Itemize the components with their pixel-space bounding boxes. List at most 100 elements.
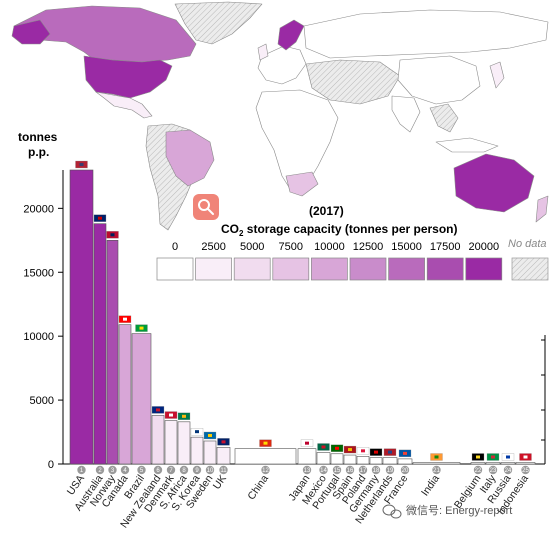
norway-region — [277, 19, 305, 51]
br-flag-icon — [135, 324, 148, 332]
bar-india — [412, 462, 461, 465]
legend-value-label: 20000 — [469, 241, 500, 253]
rank-number: 11 — [220, 468, 227, 474]
search-icon[interactable] — [193, 194, 219, 220]
indonesia-region — [435, 137, 499, 153]
pt-flag-icon — [330, 444, 344, 452]
rank-badge: 24 — [503, 465, 513, 475]
ru-flag-icon — [501, 453, 515, 461]
greenland-region — [174, 1, 263, 45]
rank-badge: 15 — [332, 465, 342, 475]
brazil-region — [165, 129, 215, 187]
rank-number: 7 — [169, 468, 173, 474]
legend-title: CO2 storage capacity (tonnes per person) — [221, 222, 458, 238]
se-asia-region — [429, 103, 459, 133]
bar-japan — [297, 448, 317, 465]
bar-s-africa — [177, 421, 191, 465]
rank-badge: 8 — [179, 465, 189, 475]
rank-badge: 6 — [153, 465, 163, 475]
legend-year: (2017) — [309, 204, 344, 218]
fr-flag-icon — [398, 449, 412, 458]
rank-badge: 25 — [521, 465, 530, 475]
bar-portugal — [330, 453, 344, 465]
no-data-label: No data — [508, 238, 547, 250]
rank-number: 5 — [140, 468, 144, 474]
rank-badge: 14 — [319, 465, 328, 475]
legend-value-label: 15000 — [391, 241, 422, 253]
bar-australia — [93, 223, 107, 465]
es-flag-icon — [343, 445, 357, 454]
rank-badge: 23 — [488, 465, 498, 475]
x-category-label: UK — [211, 473, 229, 492]
legend-swatch — [465, 257, 503, 281]
russia-region — [303, 9, 549, 59]
in-flag-icon — [430, 453, 443, 461]
ca-flag-icon — [118, 315, 132, 323]
x-category-label: China — [245, 473, 271, 502]
bar-new-zealand — [151, 415, 165, 465]
rank-badge: 20 — [400, 465, 410, 475]
rank-badge: 22 — [473, 465, 483, 475]
no-data-swatch — [511, 257, 549, 281]
y-tick-label: 5000 — [30, 395, 54, 407]
south-africa-region — [285, 171, 319, 197]
bar-netherlands — [382, 457, 398, 465]
rank-number: 13 — [304, 468, 311, 474]
legend-swatch — [311, 257, 348, 281]
world-map — [11, 1, 549, 231]
legend-value-label: 2500 — [201, 241, 225, 253]
rank-badge: 17 — [358, 465, 368, 475]
bar-italy — [485, 462, 501, 465]
rank-number: 19 — [387, 468, 394, 474]
legend-swatch — [272, 257, 310, 281]
se-flag-icon — [203, 431, 217, 440]
rank-badge: 19 — [385, 465, 395, 475]
india-region — [391, 95, 421, 133]
pl-flag-icon — [356, 447, 370, 455]
rank-number: 20 — [402, 468, 409, 474]
rank-number: 4 — [123, 468, 127, 474]
rank-number: 15 — [334, 468, 341, 474]
bar-belgium — [470, 462, 486, 465]
legend-swatch — [349, 257, 387, 281]
rank-number: 14 — [320, 468, 327, 474]
rank-number: 18 — [373, 468, 380, 474]
bar-france — [397, 458, 413, 465]
rank-number: 21 — [433, 468, 440, 474]
nz-flag-icon — [151, 406, 165, 414]
legend-value-label: 12500 — [353, 241, 384, 253]
japan-region — [489, 61, 505, 89]
nl-flag-icon — [383, 448, 397, 456]
bar-denmark — [164, 420, 178, 465]
legend-value-label: 10000 — [314, 241, 345, 253]
bar-spain — [343, 454, 357, 465]
rank-badge: 2 — [95, 465, 105, 475]
rank-badge: 1 — [77, 465, 86, 475]
bar-poland — [356, 456, 370, 465]
legend-value-label: 7500 — [279, 241, 303, 253]
y-tick-label: 15000 — [23, 267, 54, 279]
rank-number: 16 — [347, 468, 354, 474]
bar-mexico — [316, 452, 331, 465]
bar-china — [234, 448, 297, 465]
rank-number: 23 — [490, 468, 497, 474]
rank-number: 2 — [98, 468, 102, 474]
legend-swatch — [426, 257, 464, 281]
rank-number: 24 — [505, 468, 512, 474]
rank-badge: 11 — [219, 465, 228, 475]
legend-swatch — [233, 257, 271, 281]
new-zealand-region — [535, 195, 549, 223]
usa-region — [83, 55, 173, 99]
rank-badge: 13 — [302, 465, 312, 475]
legend-value-label: 5000 — [240, 241, 264, 253]
bar-uk — [216, 447, 231, 465]
no-flag-icon — [106, 231, 119, 239]
kr-flag-icon — [190, 428, 204, 436]
rank-badge: 7 — [166, 465, 176, 475]
watermark-text: 微信号: Energy-report — [406, 503, 512, 517]
rank-badge: 5 — [137, 465, 146, 475]
rank-badge: 12 — [261, 465, 270, 475]
rank-badge: 21 — [432, 465, 441, 475]
gb-flag-icon — [217, 438, 230, 446]
